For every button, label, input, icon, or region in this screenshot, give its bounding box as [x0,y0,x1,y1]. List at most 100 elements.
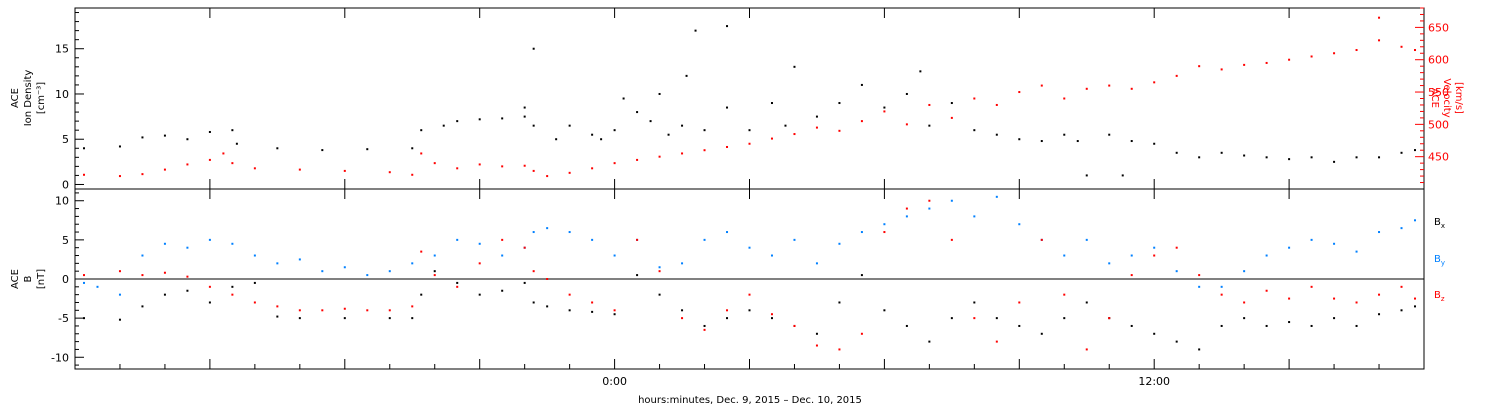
density-point [163,134,166,137]
density-point [748,129,751,132]
bx-point [838,301,841,304]
bz-point [1414,297,1417,300]
velocity-point [591,167,594,170]
density-point [532,124,535,127]
by-point [770,254,773,257]
bx-point [1310,324,1313,327]
density-point [919,70,922,73]
by-point [681,262,684,265]
bz-point [1130,274,1133,277]
bx-point [420,293,423,296]
velocity-point [770,137,773,140]
bz-point [636,238,639,241]
by-point [1198,285,1201,288]
velocity-point [860,120,863,123]
legend-by: By [1434,254,1445,267]
bx-point [928,340,931,343]
bx-point [231,285,234,288]
by-point [1130,254,1133,257]
by-point [163,242,166,245]
density-point [208,130,211,133]
bottom-tick-label: 0 [62,273,69,286]
bx-point [1288,321,1291,324]
by-point [838,242,841,245]
bx-point [1130,324,1133,327]
bz-point [1310,285,1313,288]
density-point [1220,151,1223,154]
bz-point [1153,254,1156,257]
bx-point [1220,324,1223,327]
density-point [928,124,931,127]
by-point [1085,238,1088,241]
velocity-point [1198,65,1201,68]
by-point [478,242,481,245]
density-point [950,102,953,105]
top-right-ylabel-line1: ACE [1429,88,1440,108]
top-right-tick-label: 500 [1428,118,1449,131]
density-point [658,92,661,95]
velocity-point [1355,49,1358,52]
bz-point [523,246,526,249]
bx-point [1198,348,1201,351]
bz-point [1220,293,1223,296]
density-point [276,147,279,150]
bottom-tick-label: 5 [62,234,69,247]
density-point [726,25,729,28]
velocity-point [973,97,976,100]
by-point [793,238,796,241]
bottom-tick-label: -5 [58,312,69,325]
by-point [276,262,279,265]
by-point [546,227,549,230]
velocity-point [501,165,504,168]
top-left-y-axis: 0 5 10 15 [55,12,84,191]
velocity-point [411,173,414,176]
density-point [703,129,706,132]
legend-bx: Bx [1434,217,1445,230]
x-axis-label: hours:minutes, Dec. 9, 2015 – Dec. 10, 2… [638,395,862,406]
bx-point [523,281,526,284]
by-point [253,254,256,257]
bz-point [321,309,324,312]
top-right-tick-label: 550 [1428,86,1449,99]
by-point [1175,270,1178,273]
bz-point [388,309,391,312]
velocity-point [478,163,481,166]
bx-point [703,324,706,327]
bz-point [1085,348,1088,351]
density-point [995,133,998,136]
bz-point [793,324,796,327]
by-point [860,231,863,234]
bz-point [253,301,256,304]
bx-point [411,317,414,320]
bx-point [1243,317,1246,320]
bottom-left-ylabel-line1: ACE [10,269,21,289]
x-tick-label: 0:00 [602,375,627,388]
density-point [636,111,639,114]
by-point [1018,223,1021,226]
by-point [118,293,121,296]
by-point [658,266,661,269]
density-point [1198,156,1201,159]
by-point [82,281,85,284]
by-point [613,254,616,257]
bz-point [118,270,121,273]
bz-point [770,313,773,316]
density-point [501,117,504,120]
bz-point [546,278,549,280]
density-point [1063,133,1066,136]
bz-point [231,293,234,296]
velocity-point [1265,61,1268,64]
bz-point [1108,317,1111,320]
bx-point [276,315,279,318]
velocity-point [1414,49,1417,52]
velocity-point [905,123,908,126]
velocity-point [793,133,796,136]
velocity-point [658,155,661,158]
bx-point [141,305,144,308]
density-point [532,47,535,50]
bz-point [478,262,481,265]
density-point [591,133,594,136]
bz-point [276,305,279,308]
bx-point [1333,317,1336,320]
